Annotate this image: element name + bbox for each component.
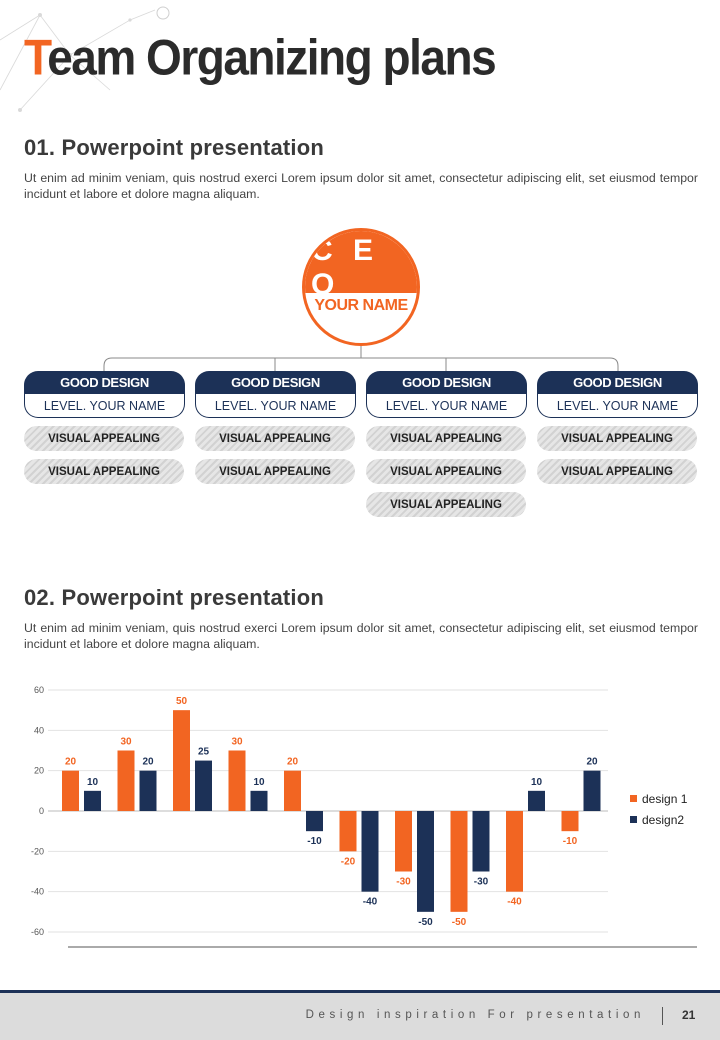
data-label: -10 — [563, 836, 578, 847]
section1-heading: 01. Powerpoint presentation — [24, 135, 325, 160]
org-card-subtitle: LEVEL. YOUR NAME — [366, 394, 527, 418]
org-card-title: GOOD DESIGN — [195, 371, 356, 394]
page-title-rest: eam Organizing plans — [47, 29, 497, 86]
bar — [84, 790, 101, 811]
org-card-subtitle: LEVEL. YOUR NAME — [537, 394, 698, 418]
data-label: -10 — [307, 836, 322, 847]
data-label: -30 — [396, 877, 411, 888]
bar — [450, 811, 468, 912]
bar — [417, 811, 434, 912]
chart-legend: design 1 design2 — [630, 788, 687, 830]
data-label: 20 — [65, 757, 77, 768]
ceo-node: C E O YOUR NAME — [302, 228, 420, 346]
footer: Design inspiration For presentation 21 — [0, 990, 720, 1040]
bar — [117, 750, 135, 811]
y-tick-label: -60 — [31, 927, 44, 937]
org-card-1: GOOD DESIGN LEVEL. YOUR NAME — [24, 371, 185, 418]
bar — [195, 760, 212, 811]
org-item: VISUAL APPEALING — [366, 492, 526, 517]
y-tick-label: -40 — [31, 887, 44, 897]
footer-text: Design inspiration For presentation — [305, 1009, 645, 1021]
data-label: 20 — [142, 757, 154, 768]
bar — [339, 811, 357, 852]
bar — [528, 790, 545, 811]
network-decoration — [0, 6, 170, 112]
org-item: VISUAL APPEALING — [24, 459, 184, 484]
org-card-3: GOOD DESIGN LEVEL. YOUR NAME — [366, 371, 527, 418]
y-tick-label: -20 — [31, 846, 44, 856]
data-label: 10 — [531, 777, 543, 788]
bar — [561, 811, 579, 832]
y-tick-label: 20 — [34, 766, 44, 776]
legend-item-design1: design 1 — [630, 788, 687, 809]
org-card-subtitle: LEVEL. YOUR NAME — [195, 394, 356, 418]
data-label: 30 — [120, 737, 132, 748]
org-card-title: GOOD DESIGN — [24, 371, 185, 394]
org-item: VISUAL APPEALING — [366, 426, 526, 451]
org-card-2: GOOD DESIGN LEVEL. YOUR NAME — [195, 371, 356, 418]
page-number: 21 — [682, 1008, 696, 1022]
section2-body: Ut enim ad minim veniam, quis nostrud ex… — [24, 621, 698, 651]
org-item: VISUAL APPEALING — [537, 426, 697, 451]
org-item: VISUAL APPEALING — [24, 426, 184, 451]
org-card-title: GOOD DESIGN — [366, 371, 527, 394]
org-item: VISUAL APPEALING — [537, 459, 697, 484]
data-label: -50 — [452, 917, 467, 928]
legend-item-design2: design2 — [630, 809, 687, 830]
bar — [139, 770, 157, 811]
bar — [306, 811, 323, 832]
legend-swatch — [630, 816, 637, 823]
data-label: 50 — [176, 696, 188, 707]
footer-divider — [662, 1007, 663, 1025]
org-item: VISUAL APPEALING — [195, 459, 355, 484]
y-tick-label: 60 — [34, 685, 44, 695]
legend-label: design2 — [642, 812, 685, 827]
data-label: -50 — [418, 917, 433, 928]
ceo-name: YOUR NAME — [314, 297, 408, 314]
bar — [583, 770, 601, 811]
org-card-subtitle: LEVEL. YOUR NAME — [24, 394, 185, 418]
bar — [250, 790, 268, 811]
org-card-4: GOOD DESIGN LEVEL. YOUR NAME — [537, 371, 698, 418]
section2-heading: 02. Powerpoint presentation — [24, 585, 325, 610]
data-label: 25 — [198, 747, 210, 758]
bar-chart: 60 40 20 0 -20 -40 -60 20 30 50 30 20 -20 -30 -50 -40 -1… — [31, 685, 697, 948]
page-title-first-letter: T — [24, 29, 49, 86]
legend-label: design 1 — [642, 791, 688, 806]
section1-body: Ut enim ad minim veniam, quis nostrud ex… — [24, 171, 698, 201]
data-label: 10 — [253, 777, 265, 788]
bar — [395, 811, 412, 872]
data-label: 20 — [287, 757, 299, 768]
data-label: -40 — [363, 897, 378, 908]
bar — [361, 811, 379, 892]
bar — [173, 710, 190, 811]
legend-swatch — [630, 795, 637, 802]
data-label: 30 — [231, 737, 243, 748]
bar — [62, 770, 79, 811]
bar — [506, 811, 523, 892]
bar — [472, 811, 490, 872]
org-card-title: GOOD DESIGN — [537, 371, 698, 394]
bar — [284, 770, 301, 811]
org-item: VISUAL APPEALING — [195, 426, 355, 451]
y-tick-label: 0 — [39, 806, 44, 816]
data-label: 20 — [586, 757, 598, 768]
data-label: 10 — [87, 777, 99, 788]
page-title: Team Organizing plans — [24, 28, 497, 86]
org-item: VISUAL APPEALING — [366, 459, 526, 484]
data-label: -30 — [474, 877, 489, 888]
bar — [228, 750, 246, 811]
ceo-title: C E O — [305, 231, 417, 301]
y-tick-label: 40 — [34, 725, 44, 735]
data-label: -20 — [341, 856, 356, 867]
data-label: -40 — [507, 897, 522, 908]
